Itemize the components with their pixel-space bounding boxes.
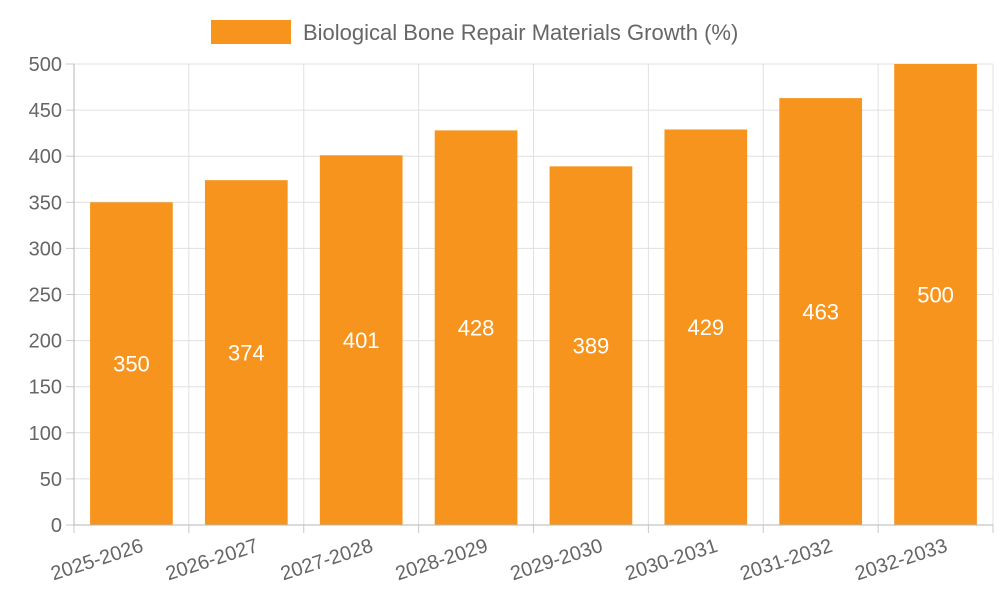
bar-2030-2031[interactable]: [664, 129, 748, 525]
data-label: 374: [228, 341, 265, 366]
legend[interactable]: Biological Bone Repair Materials Growth …: [211, 20, 738, 45]
y-tick-label: 200: [29, 331, 62, 353]
y-tick-label: 450: [29, 100, 62, 122]
data-label: 428: [458, 316, 495, 341]
y-tick-label: 50: [40, 469, 62, 491]
data-label: 429: [687, 315, 724, 340]
y-tick-label: 0: [51, 515, 62, 537]
bars: [90, 64, 977, 526]
y-axis-ticks: 0 50 100 150 200 250 300 350 400 450 500: [29, 54, 74, 537]
y-tick-label: 150: [29, 377, 62, 399]
y-tick-label: 500: [29, 54, 62, 76]
x-tick-label: 2031-2032: [737, 535, 835, 585]
x-tick-label: 2032-2033: [852, 535, 950, 585]
data-label: 350: [113, 352, 150, 377]
legend-label: Biological Bone Repair Materials Growth …: [303, 20, 738, 45]
bar-2028-2029[interactable]: [434, 130, 518, 525]
x-tick-label: 2026-2027: [163, 535, 261, 585]
y-tick-label: 300: [29, 238, 62, 260]
x-tick-label: 2025-2026: [48, 535, 146, 585]
data-label: 401: [343, 328, 380, 353]
x-tick-label: 2028-2029: [393, 535, 491, 585]
bar-2026-2027[interactable]: [204, 180, 288, 525]
y-tick-label: 400: [29, 146, 62, 168]
data-label: 389: [573, 334, 610, 359]
data-labels: 350 374 401 428 389 429 463 500: [113, 283, 954, 377]
bar-2027-2028[interactable]: [319, 155, 403, 525]
x-tick-label: 2030-2031: [623, 535, 721, 585]
bar-2029-2030[interactable]: [549, 166, 633, 526]
y-tick-label: 250: [29, 285, 62, 307]
y-tick-label: 350: [29, 192, 62, 214]
legend-swatch: [211, 20, 291, 44]
data-label: 500: [917, 283, 954, 308]
x-tick-label: 2029-2030: [508, 535, 606, 585]
bar-2025-2026[interactable]: [90, 202, 173, 526]
data-label: 463: [802, 300, 839, 325]
x-axis-labels: 2025-2026 2026-2027 2027-2028 2028-2029 2029…: [48, 535, 950, 585]
bar-2032-2033[interactable]: [894, 64, 977, 525]
bar-2031-2032[interactable]: [779, 98, 863, 525]
x-tick-label: 2027-2028: [278, 535, 376, 585]
axes: [73, 64, 994, 533]
y-tick-label: 100: [29, 423, 62, 445]
